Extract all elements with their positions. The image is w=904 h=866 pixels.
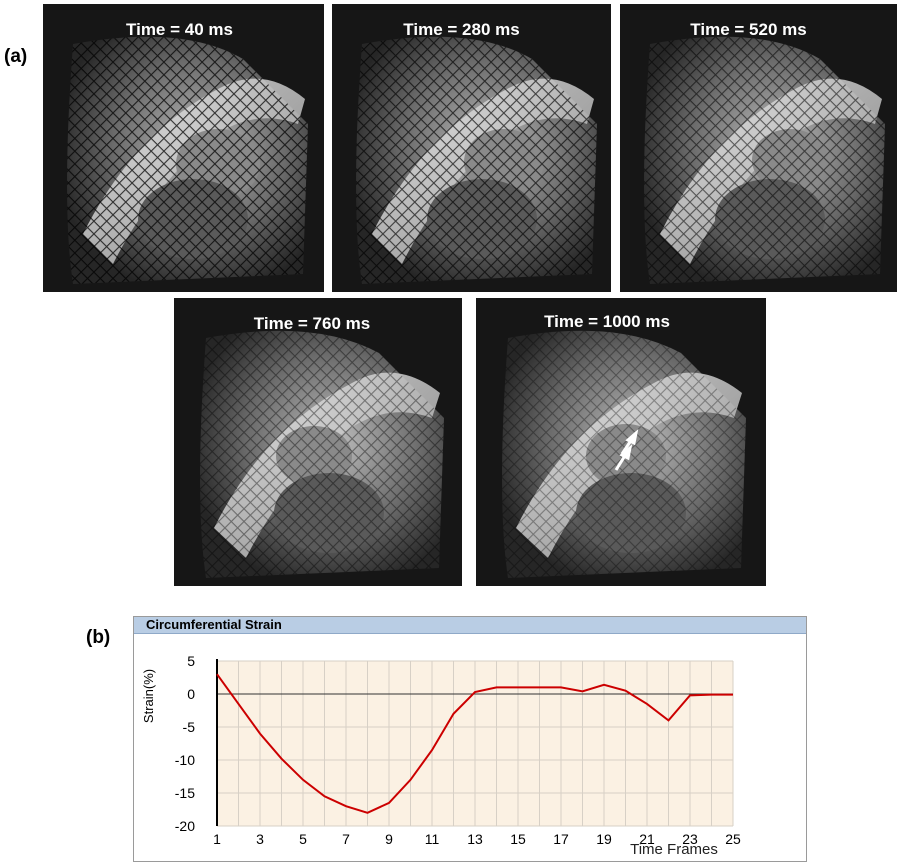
chart-header: Circumferential Strain [134, 617, 806, 634]
frame-title-2: Time = 280 ms [403, 20, 520, 39]
x-tick-label: 7 [342, 831, 350, 847]
x-axis-label: Time Frames [630, 841, 718, 858]
strain-chart: 50-5-10-15-20 1 3 5 7 9 11 13 15 17 19 21 23 25 Stra… [141, 653, 741, 858]
mri-frame-4: Time = 760 ms [174, 298, 462, 586]
x-tick-label: 11 [425, 831, 440, 847]
strain-line [216, 673, 733, 814]
mri-image-4 [200, 330, 444, 578]
y-tick-label: -15 [175, 785, 195, 801]
x-tick-label: 3 [256, 831, 264, 847]
y-tick-label: -10 [175, 752, 195, 768]
white-arrow-icon [614, 428, 639, 471]
mri-image-3 [644, 36, 885, 285]
x-tick-label: 1 [213, 831, 221, 847]
x-tick-label: 23 [682, 831, 698, 847]
mri-image-2 [356, 36, 597, 285]
x-tick-label: 17 [553, 831, 569, 847]
mri-frame-2: Time = 280 ms [332, 4, 611, 292]
chart-title: Circumferential Strain [146, 617, 282, 632]
frame-title-4: Time = 760 ms [253, 314, 371, 333]
y-tick-label: -20 [175, 818, 195, 834]
x-tick-label: 13 [467, 831, 483, 847]
y-tick-label: 0 [187, 686, 195, 702]
x-tick-label: 5 [299, 831, 307, 847]
x-tick-label: 25 [725, 831, 741, 847]
y-tick-label: 5 [187, 653, 195, 669]
x-tick-label: 9 [385, 831, 393, 847]
mri-image-1 [67, 36, 308, 285]
mri-frame-5: Time = 1000 ms [476, 298, 766, 586]
y-tick-label: -5 [183, 719, 196, 735]
x-tick-label: 15 [510, 831, 526, 847]
panel-b-label: (b) [86, 627, 111, 648]
x-tick-label: 19 [596, 831, 612, 847]
mri-frame-3: Time = 520 ms [620, 4, 897, 292]
frame-title-1: Time = 40 ms [126, 20, 233, 39]
frame-title-5: Time = 1000 ms [544, 312, 670, 331]
y-axis-label: Strain(%) [141, 669, 156, 723]
frame-title-3: Time = 520 ms [690, 20, 807, 39]
panel-a-label: (a) [4, 46, 28, 67]
mri-image-5 [502, 330, 746, 578]
x-tick-label: 21 [639, 831, 655, 847]
mri-frame-1: Time = 40 ms [43, 4, 324, 292]
